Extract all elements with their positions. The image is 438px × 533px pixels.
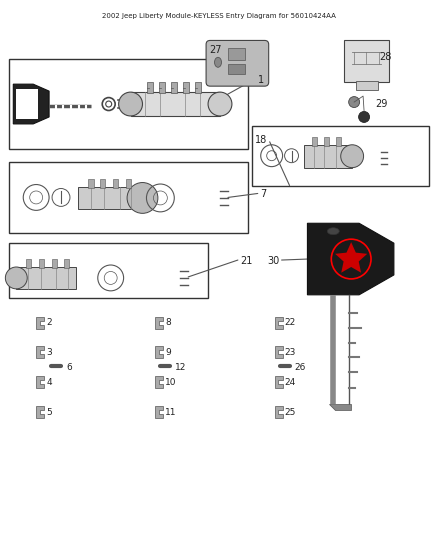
Text: 2: 2 [46, 318, 52, 327]
Text: 11: 11 [165, 408, 177, 417]
Bar [78, 187, 142, 209]
Text: 24: 24 [285, 378, 296, 387]
Text: 18: 18 [255, 135, 268, 145]
Text: 4: 4 [46, 378, 52, 387]
Bar [131, 92, 220, 116]
Bar [252, 126, 429, 185]
Bar [195, 82, 201, 93]
Polygon shape [275, 346, 283, 358]
Polygon shape [36, 406, 44, 418]
Bar [183, 82, 189, 93]
Polygon shape [275, 406, 283, 418]
Polygon shape [275, 317, 283, 329]
Bar [228, 64, 245, 74]
Polygon shape [335, 242, 367, 273]
Text: 6: 6 [66, 363, 72, 372]
Text: 23: 23 [285, 348, 296, 357]
Bar [344, 41, 389, 82]
Bar [324, 137, 329, 146]
Bar [159, 82, 165, 93]
Bar [64, 259, 70, 268]
FancyBboxPatch shape [206, 41, 268, 86]
Polygon shape [36, 317, 44, 329]
Bar [39, 259, 44, 268]
Circle shape [119, 92, 142, 116]
Polygon shape [275, 376, 283, 388]
Bar [100, 179, 106, 188]
Text: 12: 12 [175, 363, 187, 372]
Bar [304, 145, 352, 168]
Bar [148, 82, 153, 93]
Text: 25: 25 [285, 408, 296, 417]
Bar [336, 137, 341, 146]
Polygon shape [329, 404, 351, 410]
Text: 3: 3 [46, 348, 52, 357]
Circle shape [208, 92, 232, 116]
Bar [26, 259, 31, 268]
Ellipse shape [215, 58, 222, 67]
Polygon shape [307, 223, 394, 295]
Bar [312, 137, 317, 146]
Bar [9, 243, 208, 298]
Polygon shape [155, 406, 163, 418]
Bar [356, 81, 378, 90]
Circle shape [341, 145, 364, 168]
Text: 8: 8 [165, 318, 171, 327]
Circle shape [349, 96, 360, 108]
Bar [52, 259, 57, 268]
Bar [228, 49, 245, 60]
Polygon shape [155, 317, 163, 329]
Text: 29: 29 [375, 99, 387, 109]
Bar [9, 59, 248, 149]
Bar [126, 179, 131, 188]
Bar [16, 267, 76, 289]
Bar [16, 89, 38, 119]
Text: 10: 10 [165, 378, 177, 387]
Bar [113, 179, 118, 188]
Bar [171, 82, 177, 93]
Polygon shape [155, 376, 163, 388]
Text: 21: 21 [240, 256, 252, 266]
Ellipse shape [327, 228, 339, 235]
Text: 30: 30 [267, 256, 279, 266]
Polygon shape [155, 346, 163, 358]
Bar [9, 161, 248, 233]
Text: 2002 Jeep Liberty Module-KEYLESS Entry Diagram for 56010424AA: 2002 Jeep Liberty Module-KEYLESS Entry D… [102, 13, 336, 19]
Polygon shape [13, 84, 49, 124]
Text: 7: 7 [260, 189, 266, 199]
Bar [88, 179, 94, 188]
Circle shape [5, 267, 27, 289]
Text: 1: 1 [258, 75, 264, 85]
Circle shape [359, 111, 370, 123]
Text: 28: 28 [379, 52, 392, 62]
Text: 22: 22 [285, 318, 296, 327]
Polygon shape [36, 376, 44, 388]
Text: 9: 9 [165, 348, 171, 357]
Text: 5: 5 [46, 408, 52, 417]
Polygon shape [36, 346, 44, 358]
Text: 27: 27 [209, 45, 222, 55]
Circle shape [127, 182, 158, 213]
Text: 26: 26 [294, 363, 306, 372]
